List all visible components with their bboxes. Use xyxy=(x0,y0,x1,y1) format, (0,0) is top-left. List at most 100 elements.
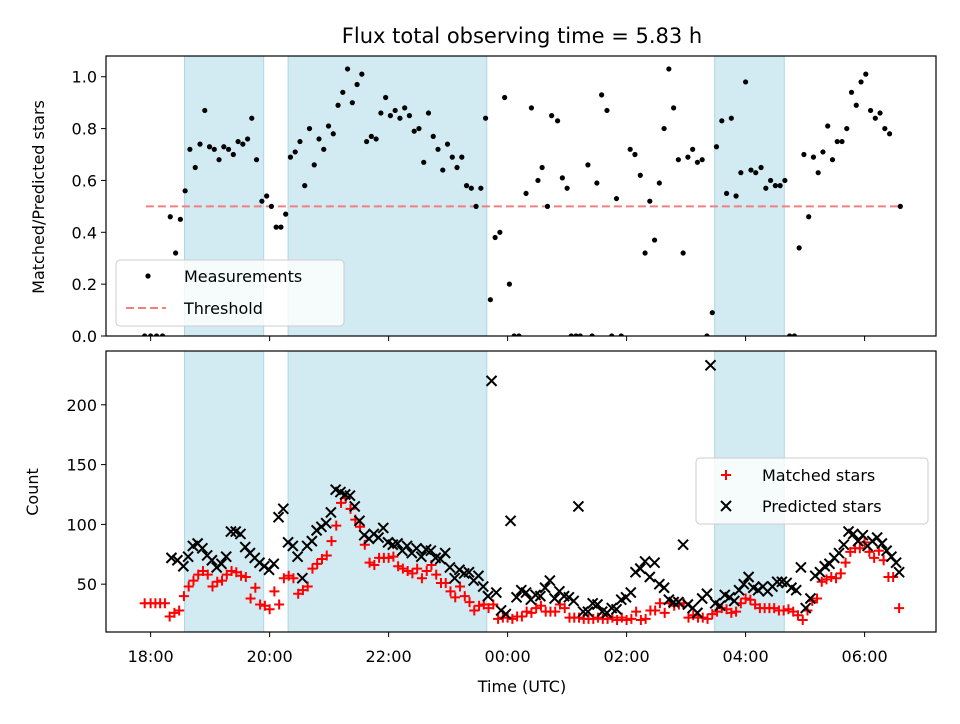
predicted-star-marker xyxy=(277,503,290,515)
predicted-star-marker xyxy=(268,558,280,570)
measurement-point xyxy=(273,224,279,230)
matched-star-marker xyxy=(559,603,570,614)
measurement-point xyxy=(425,110,432,116)
count-panel: 50 100 150 200 18:00 20:00 22:00 00:00 02:00 04:0… xyxy=(66,350,937,666)
measurement-point xyxy=(743,79,749,85)
measurement-point xyxy=(502,94,508,101)
predicted-star-marker xyxy=(477,580,489,593)
x-axis-label: Time (UTC) xyxy=(477,677,566,696)
matched-star-marker xyxy=(240,571,251,582)
predicted-star-marker xyxy=(485,375,498,387)
measurement-point xyxy=(573,333,579,336)
matched-star-marker xyxy=(835,568,846,579)
predicted-star-marker xyxy=(648,556,661,569)
matched-star-marker xyxy=(307,563,318,574)
y-tick-label: 1.0 xyxy=(72,68,97,87)
legend-predicted-marker xyxy=(720,500,732,512)
predicted-star-marker xyxy=(306,535,318,547)
predicted-star-marker xyxy=(510,591,523,604)
predicted-star-marker xyxy=(742,571,755,583)
predicted-star-marker xyxy=(206,554,218,566)
measurement-point xyxy=(877,110,883,116)
measurement-point xyxy=(478,185,484,191)
measurement-point xyxy=(848,89,855,95)
predicted-star-marker xyxy=(567,595,580,607)
matched-star-marker xyxy=(731,606,742,617)
measurement-point xyxy=(564,185,570,191)
x-tick-label: 04:00 xyxy=(723,647,769,666)
measurement-point xyxy=(197,141,203,147)
measurement-point xyxy=(685,154,691,160)
measurement-point xyxy=(577,333,583,336)
matched-star-marker xyxy=(726,607,737,618)
predicted-star-marker xyxy=(472,570,485,582)
x-tick-label: 22:00 xyxy=(366,647,412,666)
measurement-point xyxy=(153,333,160,336)
matched-star-marker xyxy=(326,536,337,547)
measurement-point xyxy=(618,333,624,336)
predicted-star-marker xyxy=(714,599,726,612)
predicted-star-marker xyxy=(539,582,551,594)
observing-interval-band xyxy=(714,56,785,336)
measurement-point xyxy=(344,66,351,72)
matched-star-marker xyxy=(894,603,905,614)
measurement-point xyxy=(738,170,744,176)
measurement-point xyxy=(487,297,493,303)
predicted-star-marker xyxy=(296,572,309,584)
predicted-star-marker xyxy=(425,544,437,557)
y-tick-label: 0.6 xyxy=(72,171,97,190)
predicted-star-marker xyxy=(572,500,585,513)
measurement-point xyxy=(844,125,850,132)
matched-star-marker xyxy=(778,605,789,616)
measurement-point xyxy=(359,71,365,77)
measurement-point xyxy=(767,177,774,184)
matched-star-marker xyxy=(369,560,380,571)
predicted-star-marker xyxy=(287,540,299,552)
measurement-point xyxy=(839,138,845,145)
measurement-point xyxy=(882,125,888,132)
measurement-point xyxy=(182,188,188,194)
measurement-point xyxy=(656,180,662,186)
predicted-star-marker xyxy=(833,547,845,559)
predicted-star-marker xyxy=(876,537,888,550)
x-tick-label: 18:00 xyxy=(128,647,174,666)
predicted-star-marker xyxy=(415,550,428,563)
measurement-point xyxy=(661,125,667,132)
measurement-point xyxy=(463,183,470,189)
observing-interval-band xyxy=(287,56,488,336)
measurement-point xyxy=(791,333,797,336)
measurement-point xyxy=(187,146,193,152)
predicted-star-marker xyxy=(838,539,850,551)
legend-label-predicted: Predicted stars xyxy=(762,497,882,516)
predicted-star-marker xyxy=(691,607,704,619)
measurement-point xyxy=(642,250,648,256)
measurement-point xyxy=(249,115,255,121)
measurement-point xyxy=(330,131,336,137)
measurement-point xyxy=(897,203,903,209)
measurement-point xyxy=(834,138,840,145)
measurement-point xyxy=(690,146,696,152)
measurement-point xyxy=(753,170,759,176)
measurement-point xyxy=(325,123,332,129)
measurement-point xyxy=(609,333,615,336)
x-tick-label: 00:00 xyxy=(485,647,531,666)
legend-matched-marker xyxy=(721,470,731,480)
measurement-point xyxy=(230,151,236,158)
matched-star-marker xyxy=(812,593,823,604)
measurement-point xyxy=(416,125,422,132)
predicted-star-marker xyxy=(544,574,556,587)
predicted-star-marker xyxy=(857,529,869,541)
measurement-point xyxy=(253,157,260,163)
measurement-point xyxy=(613,195,620,202)
bottom-y-axis-label: Count xyxy=(23,468,42,516)
measurement-point xyxy=(354,81,360,88)
matched-star-marker xyxy=(288,573,299,584)
predicted-star-marker xyxy=(591,598,604,611)
measurement-point xyxy=(671,105,677,111)
measurement-point xyxy=(378,110,384,116)
measurement-point xyxy=(335,102,341,108)
observing-interval-band xyxy=(184,351,265,632)
matched-star-marker xyxy=(526,607,537,618)
chart-title: Flux total observing time = 5.83 h xyxy=(342,24,702,48)
measurement-point xyxy=(148,333,154,336)
